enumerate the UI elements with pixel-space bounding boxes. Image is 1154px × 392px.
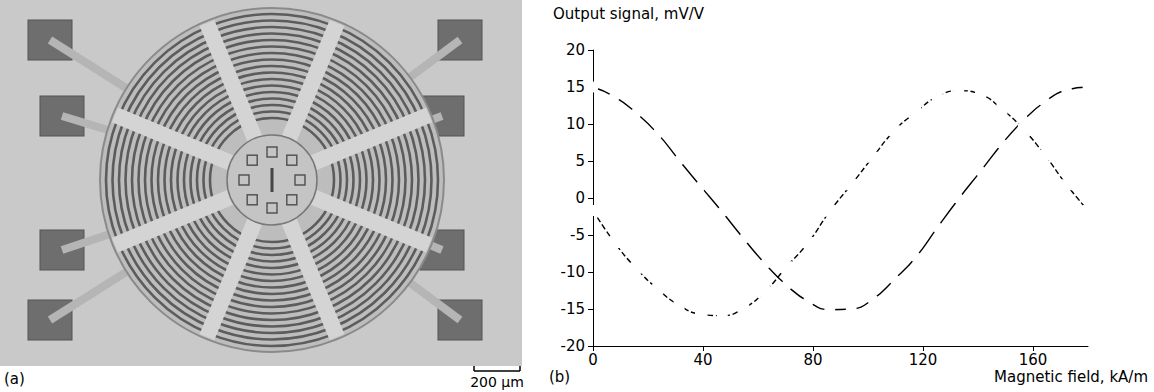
svg-text:-10: -10 — [561, 263, 586, 281]
svg-text:15: 15 — [566, 78, 585, 96]
svg-text:(a): (a) — [4, 370, 25, 388]
svg-text:10: 10 — [566, 115, 585, 133]
svg-text:Magnetic field, kA/m: Magnetic field, kA/m — [994, 368, 1148, 386]
svg-text:80: 80 — [803, 351, 822, 369]
svg-text:5: 5 — [575, 152, 585, 170]
svg-text:(b): (b) — [549, 368, 570, 386]
svg-text:0: 0 — [588, 351, 598, 369]
svg-text:40: 40 — [693, 351, 712, 369]
svg-text:160: 160 — [1019, 351, 1048, 369]
svg-text:-5: -5 — [570, 226, 585, 244]
svg-text:0: 0 — [575, 189, 585, 207]
svg-text:-20: -20 — [561, 337, 586, 355]
svg-text:Output signal, mV/V: Output signal, mV/V — [553, 5, 705, 23]
svg-text:120: 120 — [909, 351, 938, 369]
svg-text:200 μm: 200 μm — [470, 374, 524, 390]
svg-text:20: 20 — [566, 41, 585, 59]
svg-text:-15: -15 — [561, 300, 586, 318]
